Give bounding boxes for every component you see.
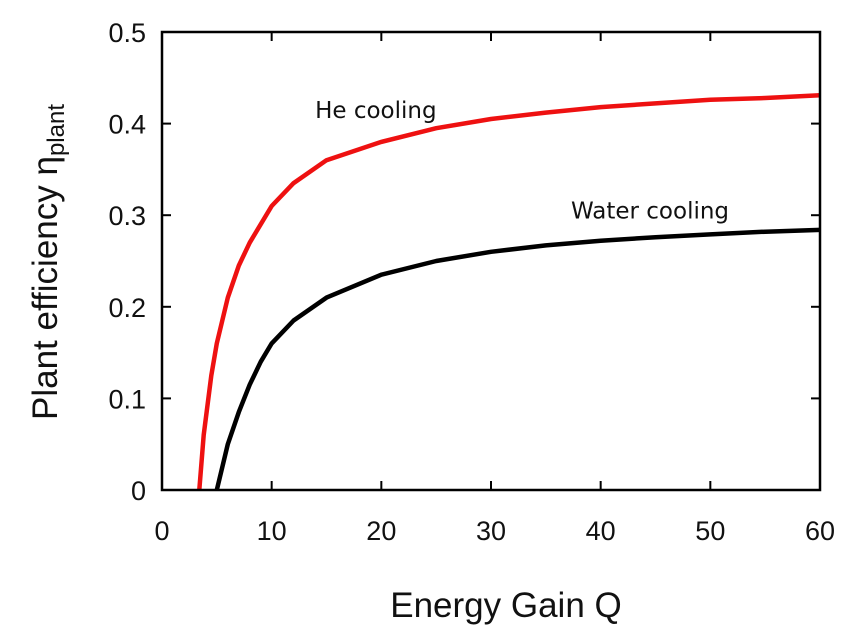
series-point-0: [211, 375, 212, 376]
series-point-1: [293, 320, 294, 321]
series-point-0: [491, 119, 492, 120]
y-tick-label: 0: [131, 476, 146, 506]
y-tick-label: 0.2: [108, 293, 146, 323]
series-line-1: [214, 227, 821, 491]
series-point-0: [293, 183, 294, 184]
series-point-0: [216, 343, 217, 344]
series-point-0: [249, 242, 250, 243]
series-point-0: [238, 265, 239, 266]
series-point-1: [381, 274, 382, 275]
series-point-1: [271, 343, 272, 344]
y-tick-label: 0.1: [108, 384, 146, 414]
series-point-1: [655, 237, 656, 238]
series-point-0: [436, 128, 437, 129]
x-tick-label: 50: [695, 516, 725, 546]
series-point-1: [260, 361, 261, 362]
annotation-label: He cooling: [315, 98, 437, 124]
series-point-0: [326, 160, 327, 161]
x-axis-ticks: 0 10 20 30 40 50 60: [154, 32, 835, 546]
x-tick-label: 0: [154, 516, 169, 546]
series-point-0: [381, 141, 382, 142]
series-point-1: [600, 240, 601, 241]
series-point-1: [710, 234, 711, 235]
plot-frame: [160, 30, 822, 492]
x-tick-label: 20: [366, 516, 396, 546]
series-point-1: [491, 251, 492, 252]
y-axis-label-subscript: plant: [43, 104, 70, 156]
y-axis-label: Plant efficiency ηplant: [26, 104, 70, 420]
y-axis-ticks: 0 0.1 0.2 0.3 0.4 0.5: [108, 18, 820, 506]
series-point-1: [545, 245, 546, 246]
x-tick-label: 10: [257, 516, 287, 546]
series-point-0: [545, 112, 546, 113]
series-point-1: [222, 467, 223, 468]
series-line-0: [197, 92, 821, 491]
x-tick-label: 30: [476, 516, 506, 546]
series-point-1: [436, 261, 437, 262]
series-point-0: [203, 435, 204, 436]
y-tick-label: 0.3: [108, 201, 146, 231]
x-tick-label: 40: [586, 516, 616, 546]
y-axis-label-symbol: η: [26, 156, 65, 175]
series-point-1: [765, 231, 766, 232]
y-axis-label-text: Plant efficiency: [26, 185, 65, 420]
series-point-0: [227, 297, 228, 298]
series-point-0: [765, 98, 766, 99]
series-point-1: [227, 444, 228, 445]
annotation-label: Water cooling: [571, 199, 729, 225]
series-point-1: [249, 384, 250, 385]
series-point-0: [271, 206, 272, 207]
series-point-0: [600, 107, 601, 108]
annotations: He cooling Water cooling: [315, 98, 729, 225]
y-tick-label: 0.4: [108, 110, 146, 140]
y-tick-label: 0.5: [108, 18, 146, 48]
series-point-0: [710, 99, 711, 100]
x-tick-label: 60: [805, 516, 835, 546]
series-layer: [197, 92, 821, 491]
series-point-1: [326, 297, 327, 298]
x-axis-label: Energy Gain Q: [390, 586, 622, 625]
series-point-1: [238, 412, 239, 413]
series-point-0: [655, 103, 656, 104]
